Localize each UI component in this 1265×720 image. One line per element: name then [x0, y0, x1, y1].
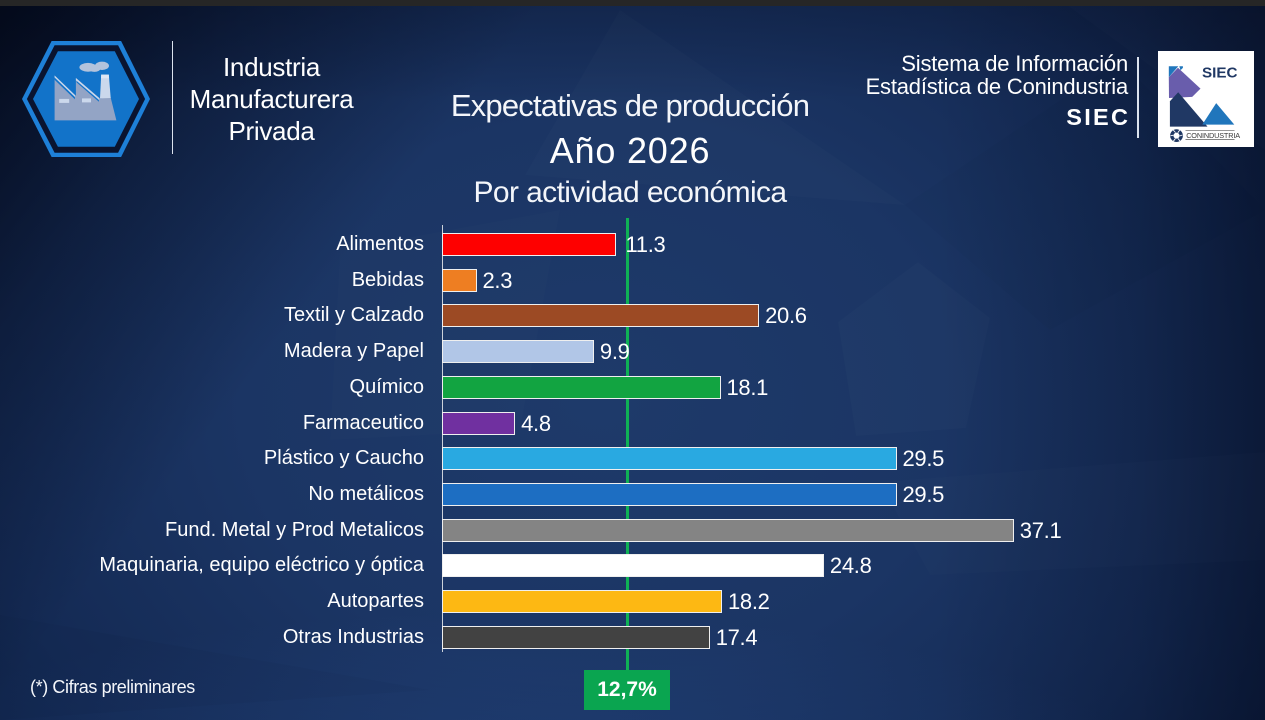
svg-text:SIEC: SIEC: [1202, 64, 1237, 81]
svg-text:CONINDUSTRIA: CONINDUSTRIA: [1186, 131, 1240, 140]
